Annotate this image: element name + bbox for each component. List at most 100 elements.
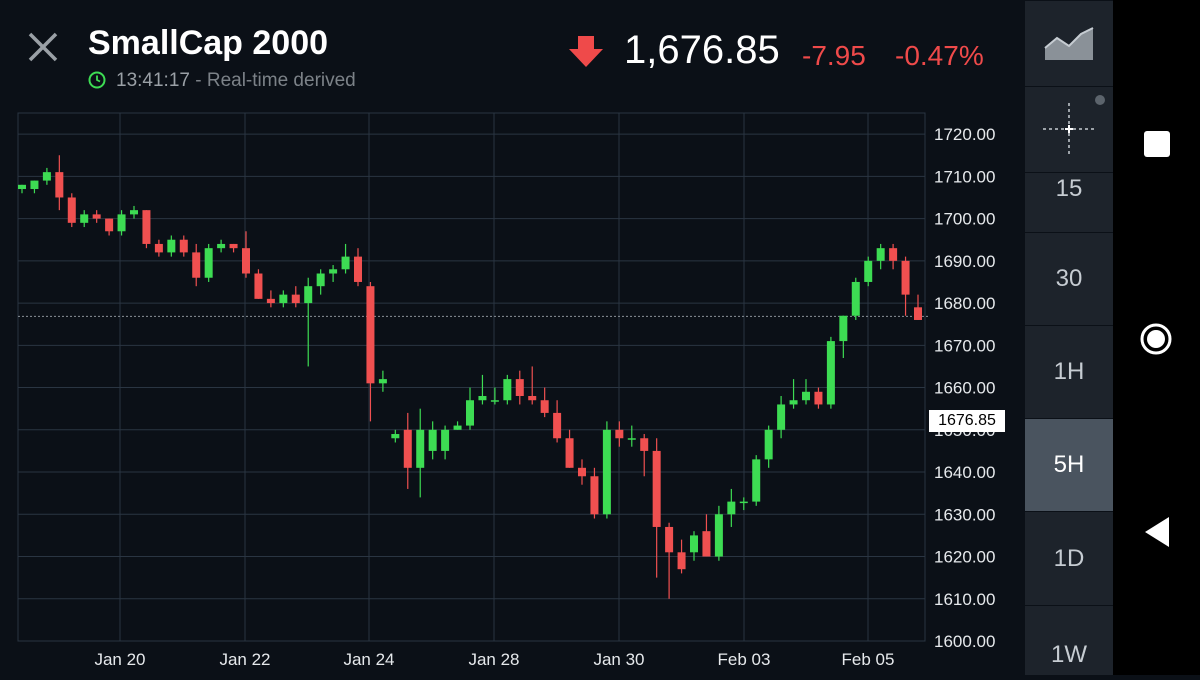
- candle-body: [130, 210, 138, 215]
- candle-body: [802, 391, 810, 401]
- candle-body: [764, 429, 773, 460]
- y-tick-label: 1710.00: [934, 167, 995, 186]
- candle-body: [839, 315, 848, 342]
- candle-body: [154, 243, 163, 253]
- back-icon[interactable]: [1143, 516, 1171, 548]
- current-price: 1,676.85: [624, 28, 780, 72]
- candle-body: [789, 400, 798, 405]
- y-tick-label: 1660.00: [934, 379, 995, 398]
- candle-body: [490, 400, 499, 402]
- x-tick-label: Jan 28: [468, 650, 519, 669]
- data-status: Real-time derived: [206, 70, 356, 91]
- crosshair-icon: [1043, 94, 1105, 155]
- candle-body: [142, 210, 151, 244]
- down-arrow-icon: [569, 36, 603, 67]
- candle-body: [67, 197, 76, 223]
- candle-body: [18, 184, 26, 190]
- square-icon[interactable]: [1144, 131, 1170, 157]
- candle-body: [403, 429, 412, 468]
- interval-1d[interactable]: 1D: [1025, 511, 1113, 605]
- interval-5h[interactable]: 5H: [1025, 418, 1113, 511]
- candle-body: [814, 391, 823, 405]
- system-nav-bar: [1113, 0, 1200, 675]
- candle-body: [864, 260, 873, 282]
- candle-body: [752, 459, 761, 502]
- y-tick-label: 1600.00: [934, 632, 995, 651]
- close-icon[interactable]: [26, 30, 60, 64]
- candle-body: [826, 341, 835, 405]
- chart-type-icon: [1044, 26, 1094, 60]
- price-change-percent: -0.47%: [895, 40, 984, 71]
- x-tick-label: Jan 30: [593, 650, 644, 669]
- crosshair-button[interactable]: [1025, 86, 1113, 172]
- status-separator: -: [195, 70, 202, 91]
- price-chart[interactable]: 1720.00 1710.00 1700.00 1690.00 1680.00 1670.…: [0, 105, 1025, 675]
- candle-body: [441, 429, 450, 451]
- candle-body: [416, 429, 425, 468]
- candle-body: [204, 248, 213, 278]
- candle-body: [578, 467, 586, 477]
- candle-body: [665, 526, 674, 553]
- candle-body: [291, 294, 300, 304]
- clock-icon: [88, 71, 106, 89]
- interval-1h[interactable]: 1H: [1025, 325, 1113, 418]
- candle-body: [851, 281, 860, 316]
- candle-body: [117, 214, 126, 232]
- last-price-tag: 1676.85: [929, 410, 1005, 432]
- candle-body: [602, 429, 611, 515]
- candle-body: [279, 294, 288, 304]
- x-tick-label: Jan 20: [94, 650, 145, 669]
- interval-1w[interactable]: 1W: [1025, 605, 1113, 675]
- x-tick-label: Feb 03: [718, 650, 771, 669]
- circle-icon[interactable]: [1139, 322, 1173, 356]
- last-update: 13:41:17 - Real-time derived: [116, 70, 356, 92]
- instrument-title: SmallCap 2000: [88, 24, 329, 62]
- y-tick-label: 1640.00: [934, 463, 995, 482]
- candle-body: [478, 396, 487, 401]
- plot-border: [17, 112, 926, 642]
- candle-body: [466, 400, 474, 426]
- candle-body: [876, 248, 885, 261]
- y-tick-label: 1690.00: [934, 252, 995, 271]
- candle-body: [167, 239, 176, 253]
- candle-body: [515, 379, 524, 397]
- candle-body: [503, 379, 512, 401]
- candle-body: [901, 260, 910, 295]
- candle-body: [553, 412, 562, 439]
- candlestick-chart[interactable]: 1720.00 1710.00 1700.00 1690.00 1680.00 1670.…: [0, 105, 1025, 675]
- candle-body: [80, 214, 89, 223]
- candle-body: [242, 248, 250, 274]
- candle-body: [739, 501, 748, 504]
- candle-body: [316, 273, 325, 287]
- candle-body: [378, 379, 387, 384]
- candle-body: [105, 218, 114, 232]
- candle-body: [55, 172, 64, 198]
- candle-body: [254, 273, 263, 299]
- y-tick-label: 1680.00: [934, 294, 995, 313]
- candle-body: [652, 450, 661, 527]
- y-tick-label: 1670.00: [934, 336, 995, 355]
- candle-body: [354, 256, 362, 282]
- y-tick-label: 1620.00: [934, 548, 995, 567]
- chart-header: SmallCap 2000 13:41:17 - Real-time deriv…: [0, 0, 1025, 105]
- y-tick-label: 1700.00: [934, 210, 995, 229]
- candle-body: [540, 400, 549, 413]
- candle-body: [192, 252, 201, 278]
- candle-body: [329, 269, 338, 274]
- interval-30[interactable]: 30: [1025, 232, 1113, 325]
- update-time: 13:41:17: [116, 70, 190, 91]
- candle-body: [266, 298, 275, 304]
- x-tick-label: Jan 24: [343, 650, 394, 669]
- candle-body: [453, 425, 462, 430]
- chart-type-button[interactable]: [1025, 0, 1113, 86]
- candle-body: [640, 438, 649, 451]
- candle-body: [677, 552, 686, 570]
- candle-body: [777, 404, 786, 430]
- candle-body: [889, 248, 898, 261]
- candle-body: [702, 531, 711, 557]
- interval-15[interactable]: 15: [1025, 172, 1113, 232]
- candle-body: [615, 429, 624, 439]
- candle-body: [528, 396, 537, 401]
- candle-body: [391, 434, 400, 439]
- candle-body: [565, 438, 574, 468]
